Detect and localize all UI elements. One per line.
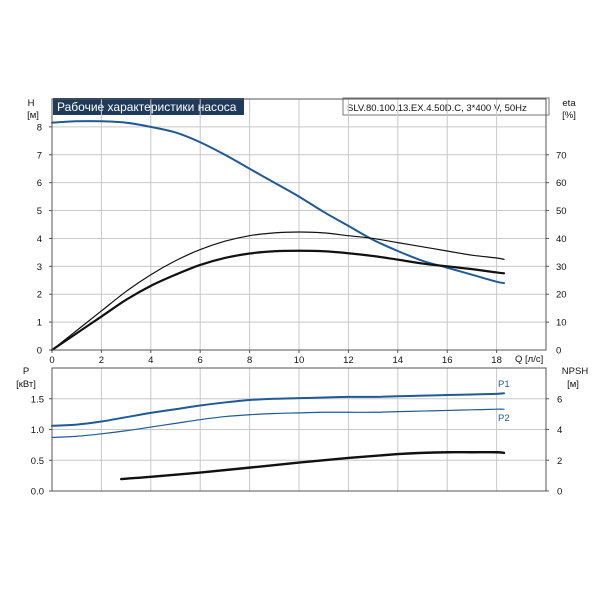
chart-title: Рабочие характеристики насоса xyxy=(57,100,237,114)
x-tick-label: 18 xyxy=(491,355,502,366)
p1-series-label: P1 xyxy=(498,379,510,390)
x-tick-label: 4 xyxy=(148,355,153,366)
p2-curve-line xyxy=(51,408,505,439)
x-tick-label: 0 xyxy=(49,355,54,366)
npsh-tick-label: 6 xyxy=(557,394,562,405)
h-tick-label: 1 xyxy=(37,318,42,329)
eta-tick-label: 70 xyxy=(556,150,567,161)
model-label: SLV.80.100.13.EX.4.50D.C, 3*400 V, 50Hz xyxy=(347,103,527,114)
x-tick-label: 12 xyxy=(343,355,354,366)
p-tick-label: 0.5 xyxy=(31,456,44,467)
h-tick-label: 8 xyxy=(37,122,42,133)
tick-labels: 0 2 4 6 8 10 12 14 16 180123456781020304050607000… xyxy=(31,122,567,497)
eta-tick-label: 10 xyxy=(556,318,567,329)
h-tick-label: 2 xyxy=(37,290,42,301)
series-labels: P1 P2 xyxy=(498,379,510,424)
npsh-curve-line xyxy=(119,451,506,481)
bottom-grid xyxy=(51,368,547,491)
x-tick-label: 2 xyxy=(99,355,104,366)
p1-curve-line xyxy=(51,392,506,427)
x-tick-label: 14 xyxy=(393,355,404,366)
h-tick-label: 3 xyxy=(37,262,42,273)
top-plot-frame xyxy=(51,98,547,351)
eta-tick-label: 30 xyxy=(556,262,567,273)
npsh-axis-unit: [м] xyxy=(567,379,579,390)
h-tick-label: 4 xyxy=(37,234,42,245)
eta-tick-label: 40 xyxy=(556,234,567,245)
p-axis-label: P xyxy=(23,366,29,377)
npsh-tick-label: 4 xyxy=(557,425,562,436)
h-curve-line xyxy=(51,120,506,285)
model-box xyxy=(342,97,550,116)
q-axis-label: Q [л/с] xyxy=(515,354,543,365)
eta-axis-unit: [%] xyxy=(562,110,576,121)
eta-axis-label: eta xyxy=(562,98,576,109)
h-tick-label: 6 xyxy=(37,178,42,189)
h-axis-unit: [м] xyxy=(27,110,39,121)
x-tick-label: 16 xyxy=(442,355,453,366)
eta-tick-label: 50 xyxy=(556,206,567,217)
eta-curve-line xyxy=(51,231,505,351)
eta-tick-label: 0 xyxy=(556,346,561,357)
p-tick-label: 0.0 xyxy=(31,487,44,498)
eta-tick-label: 20 xyxy=(556,290,567,301)
eta-pump-curve-line xyxy=(50,249,506,352)
h-tick-label: 5 xyxy=(37,206,42,217)
p2-series-label: P2 xyxy=(498,413,510,424)
h-tick-label: 0 xyxy=(37,346,42,357)
x-tick-label: 8 xyxy=(247,355,252,366)
eta-tick-label: 60 xyxy=(556,178,567,189)
npsh-tick-label: 0 xyxy=(557,487,562,498)
npsh-axis-label: NPSH xyxy=(562,366,589,377)
series-lines xyxy=(50,120,506,481)
h-tick-label: 7 xyxy=(37,150,42,161)
x-tick-label: 10 xyxy=(294,355,305,366)
h-axis-label: H xyxy=(28,98,35,109)
p-tick-label: 1.5 xyxy=(31,394,44,405)
title-background xyxy=(53,98,244,115)
x-tick-label: 6 xyxy=(198,355,203,366)
npsh-tick-label: 2 xyxy=(557,456,562,467)
p-tick-label: 1.0 xyxy=(31,425,44,436)
bottom-plot-frame xyxy=(51,367,547,492)
p-axis-unit: [кВт] xyxy=(16,379,36,390)
plot-frames xyxy=(51,98,547,492)
top-grid xyxy=(51,99,547,350)
